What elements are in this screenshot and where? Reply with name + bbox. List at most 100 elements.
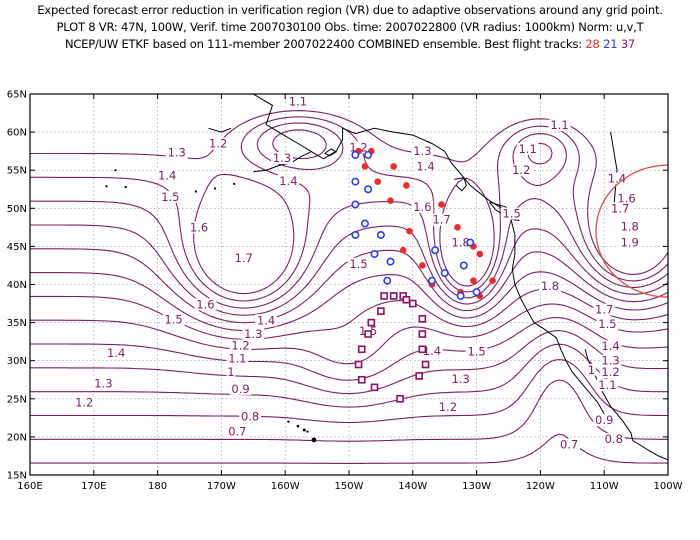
contour-label: 1.2	[349, 140, 367, 154]
interior-boundary	[610, 132, 618, 209]
contour-label: 1.3	[273, 151, 291, 165]
hawaii-island	[306, 430, 309, 433]
lat-label: 45N	[7, 242, 27, 253]
contour-label-background	[558, 438, 581, 451]
blue-track-marker	[351, 150, 360, 159]
contour-label: 1.6	[617, 191, 635, 205]
lat-label: 55N	[7, 166, 27, 177]
contour-label: 1.4	[423, 344, 441, 358]
contour-label: 1.1	[228, 351, 246, 365]
contour-label-background	[606, 172, 628, 185]
blue-track-marker	[351, 200, 360, 209]
blue-track-marker	[431, 246, 440, 255]
contour-label-background	[162, 313, 185, 326]
contour-label-background	[194, 298, 217, 311]
red-track-marker	[406, 227, 413, 235]
contour-label: 1	[588, 363, 595, 377]
lat-label: 35N	[7, 318, 27, 329]
blue-track-marker	[459, 261, 468, 270]
contour-label: 1.4	[601, 339, 619, 353]
lat-label: 15N	[7, 471, 27, 482]
contour-label-background	[277, 174, 300, 187]
blue-track-marker	[386, 257, 395, 266]
contour-label-background	[430, 213, 453, 226]
contour-label-background	[271, 152, 293, 165]
aleutian-island	[114, 169, 117, 172]
contour-label-background	[548, 119, 571, 132]
lat-lon-grid	[30, 94, 668, 475]
contour-label: 1.3	[601, 354, 619, 368]
purple-track-marker	[389, 292, 398, 300]
purple-track-marker	[357, 345, 366, 354]
contour-label-background	[239, 410, 262, 423]
contour-label: 1.4	[107, 346, 125, 360]
purple-track-marker	[396, 394, 404, 403]
contour-label-background	[609, 202, 632, 215]
contour-label-background	[596, 379, 619, 392]
contour-label: 0.7	[560, 438, 578, 452]
contour-labels: 1.11.21.31.41.51.61.71.31.41.2 1.31.41.61…	[73, 95, 641, 452]
coastline-north-america	[253, 94, 605, 415]
contour-label: 1.2	[209, 137, 227, 151]
plot-header: Expected forecast error reduction in ver…	[0, 0, 700, 72]
blue-track-marker	[383, 276, 392, 285]
contour-label-background	[156, 169, 179, 182]
purple-track-marker	[418, 314, 427, 323]
contour-line	[30, 129, 668, 316]
contour-label: 1.7	[235, 251, 253, 265]
contour-line	[30, 303, 668, 365]
purple-track-marker	[418, 345, 427, 354]
contour-label-background	[421, 344, 443, 357]
purple-track-marker	[380, 292, 388, 300]
contour-label: 1.8	[452, 236, 470, 250]
contour-label-background	[436, 401, 459, 414]
red-track-marker	[454, 224, 461, 231]
blue-track-marker	[370, 250, 379, 259]
lon-label: 170W	[207, 481, 236, 492]
verification-circle	[595, 164, 668, 298]
contour-label: 1.1	[598, 378, 616, 392]
contour-label: 1.6	[413, 200, 431, 214]
contour-label-background	[92, 377, 115, 390]
contour-label: 1.9	[621, 236, 639, 250]
lat-label: 25N	[7, 394, 27, 405]
contour-label: 1.6	[190, 220, 208, 234]
contour-label: 1.5	[598, 317, 616, 331]
contour-label-background	[207, 137, 230, 150]
contour-label-background	[232, 251, 255, 264]
contour-label: 1.2	[439, 400, 457, 414]
purple-track-marker	[418, 330, 427, 338]
contour-label: 1.3	[244, 327, 262, 341]
hawaii-island	[287, 420, 290, 423]
contour-label-background	[159, 190, 182, 203]
lat-label: 65N	[7, 90, 27, 101]
contour-label-background	[229, 382, 252, 395]
header-line-3: NCEP/UW ETKF based on 111-member 2007022…	[0, 37, 700, 51]
red-track-marker	[419, 262, 426, 269]
track-number-red: 28	[585, 37, 600, 51]
contour-label-background	[449, 372, 472, 385]
lon-label: 110W	[590, 481, 619, 492]
red-track-marker	[438, 201, 445, 208]
contour-label: 1.6	[196, 297, 214, 311]
contour-label: 1.2	[601, 365, 619, 379]
aleutian-island	[105, 185, 108, 188]
contour-label: 1.8	[541, 279, 559, 293]
purple-track-marker	[354, 360, 363, 369]
contour-lines	[30, 110, 668, 464]
contour-label: 1.7	[432, 213, 450, 227]
bering-island	[208, 127, 232, 133]
haida-gwaii	[454, 177, 467, 192]
flight-track-markers	[351, 147, 496, 403]
contour-label: 1.2	[231, 338, 249, 352]
lon-label: 180	[148, 481, 167, 492]
blue-track-marker	[376, 230, 385, 239]
contour-line	[30, 271, 668, 332]
contour-line	[30, 330, 668, 395]
contour-label: 1.3	[452, 372, 470, 386]
contour-label: 1.2	[512, 163, 530, 177]
purple-track-marker	[364, 330, 372, 338]
hawaii-island	[302, 428, 306, 432]
